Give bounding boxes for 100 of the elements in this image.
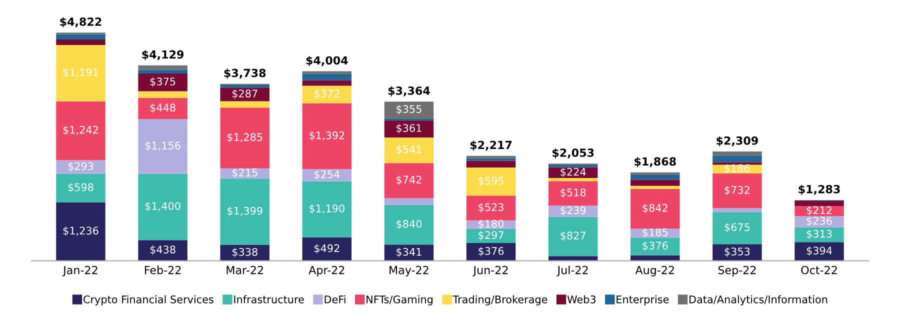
legend-label: Web3 xyxy=(567,295,596,304)
x-tick-label: Aug-22 xyxy=(635,266,674,276)
x-tick-label: Mar-22 xyxy=(226,266,263,274)
legend-label: Trading/Brokerage xyxy=(452,295,548,306)
data-label: $353 xyxy=(724,247,750,257)
bar xyxy=(630,172,680,175)
data-label: $355 xyxy=(396,104,422,114)
bar xyxy=(302,181,352,238)
total-label: $4,129 xyxy=(142,50,184,60)
bar xyxy=(220,178,270,245)
data-label: $239 xyxy=(560,206,586,216)
bar xyxy=(302,103,352,170)
data-label: $1,242 xyxy=(63,126,98,136)
total-label: $3,364 xyxy=(388,86,430,96)
bar xyxy=(138,70,188,74)
data-label: $341 xyxy=(396,248,422,258)
data-label: $1,285 xyxy=(227,132,262,142)
data-label: $840 xyxy=(396,220,422,230)
data-label: $732 xyxy=(724,186,750,196)
bar xyxy=(548,181,598,206)
data-label: $297 xyxy=(478,230,504,240)
data-label: $1,399 xyxy=(227,206,262,216)
bar xyxy=(138,240,188,261)
data-label: $215 xyxy=(232,168,258,178)
x-tick-label: May-22 xyxy=(390,266,428,276)
data-label: $842 xyxy=(642,204,668,214)
data-label: $212 xyxy=(806,206,832,216)
bar xyxy=(466,168,516,196)
total-label: $2,217 xyxy=(470,140,512,151)
bar xyxy=(56,40,106,45)
total-label: $4,004 xyxy=(306,56,348,66)
x-tick-label: Oct-22 xyxy=(801,266,837,274)
bar xyxy=(220,108,270,168)
data-label: $1,156 xyxy=(145,141,180,151)
bar xyxy=(548,178,598,182)
bar xyxy=(630,180,680,186)
bar xyxy=(548,216,598,256)
bar xyxy=(712,174,762,208)
legend-label: Infrastructure xyxy=(234,295,304,304)
bar xyxy=(138,91,188,98)
data-label: $598 xyxy=(68,183,94,193)
bar xyxy=(220,101,270,108)
total-label: $1,283 xyxy=(798,184,840,195)
data-label: $376 xyxy=(478,246,504,256)
bar xyxy=(384,163,434,198)
bar xyxy=(220,88,270,102)
bar xyxy=(466,156,516,158)
total-label: $3,738 xyxy=(224,68,266,79)
total-label: $2,309 xyxy=(716,136,758,146)
legend-label: Enterprise xyxy=(616,295,669,306)
data-label: $394 xyxy=(806,246,832,256)
x-tick-label: Feb-22 xyxy=(144,266,181,274)
data-label: $375 xyxy=(150,77,176,87)
data-label: $1,400 xyxy=(145,202,180,212)
bar xyxy=(138,119,188,174)
bar xyxy=(794,242,844,261)
data-label: $287 xyxy=(232,89,258,99)
data-label: $254 xyxy=(314,170,340,180)
total-label: $2,053 xyxy=(552,148,594,158)
data-label: $361 xyxy=(396,124,422,134)
bar xyxy=(466,196,516,220)
data-label: $1,191 xyxy=(63,68,98,78)
bar xyxy=(794,216,844,228)
data-label: $372 xyxy=(314,89,340,99)
bar xyxy=(56,160,106,174)
total-label: $4,822 xyxy=(60,17,102,28)
bar xyxy=(384,137,434,164)
data-label: $224 xyxy=(560,168,586,178)
data-label: $1,190 xyxy=(310,204,344,214)
bar xyxy=(630,188,680,229)
bar xyxy=(56,34,106,40)
legend-label: NFTs/Gaming xyxy=(366,295,432,306)
data-label: $523 xyxy=(478,203,504,212)
data-label: $236 xyxy=(806,216,832,226)
bar xyxy=(56,202,106,261)
bar xyxy=(712,156,762,162)
data-label: $293 xyxy=(68,162,94,172)
data-label: $313 xyxy=(806,230,832,240)
bar xyxy=(302,80,352,86)
data-label: $338 xyxy=(232,248,258,258)
data-label: $1,392 xyxy=(310,131,344,141)
data-label: $827 xyxy=(560,231,586,241)
bar xyxy=(712,208,762,212)
legend-label: Crypto Financial Services xyxy=(84,295,214,306)
x-tick-label: Jun-22 xyxy=(472,266,508,276)
bar xyxy=(466,158,516,161)
data-label: $376 xyxy=(642,241,668,251)
bar xyxy=(794,200,844,206)
bar xyxy=(56,45,106,102)
bar xyxy=(384,120,434,138)
bar xyxy=(138,98,188,120)
total-label: $1,868 xyxy=(634,157,676,168)
bar xyxy=(302,238,352,261)
data-label: $518 xyxy=(560,188,586,198)
bar xyxy=(384,102,434,118)
bar xyxy=(220,85,270,88)
bar xyxy=(794,227,844,242)
legend-label: DeFi xyxy=(324,295,346,304)
bar xyxy=(712,212,762,244)
bar xyxy=(548,206,598,217)
